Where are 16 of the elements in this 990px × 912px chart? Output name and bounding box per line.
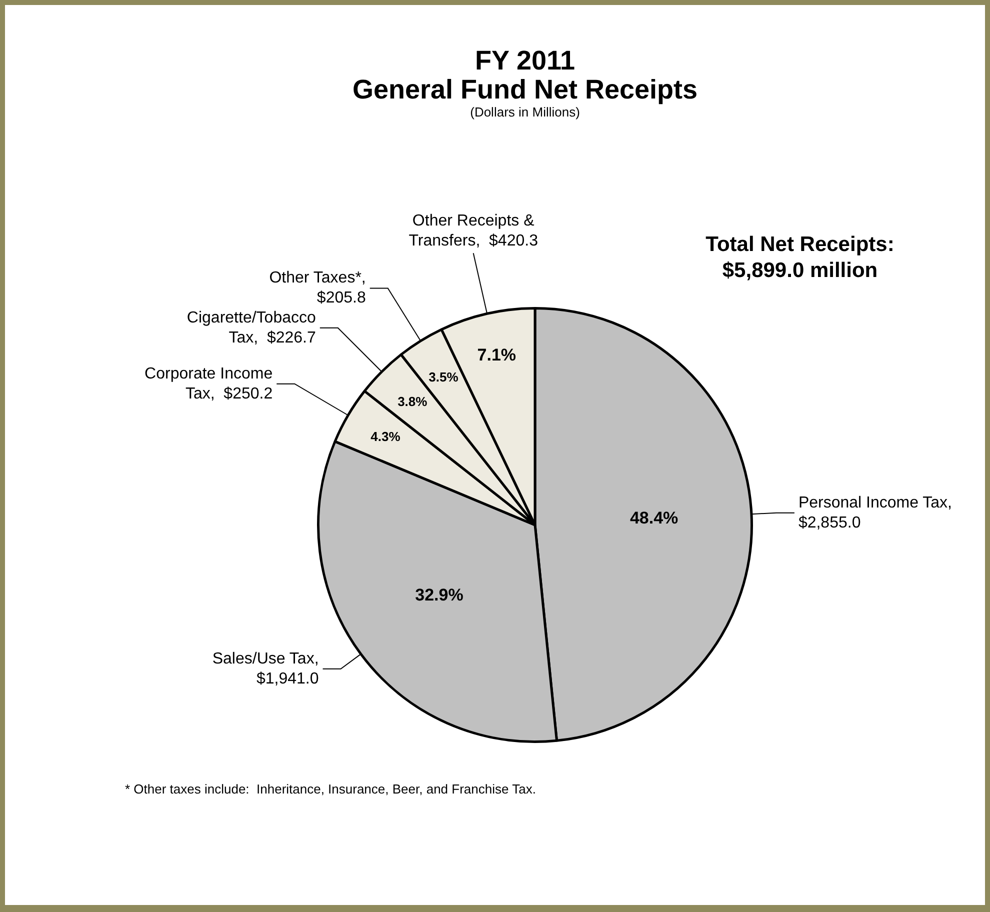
data-label: 3.5% [428,369,459,384]
data-label: 7.1% [477,346,516,365]
chart-subtitle: (Dollars in Millions) [470,104,580,120]
text: Total Net Receipts: $5,899.0 million [706,232,894,282]
slice-label: Corporate Income Tax, $250.2 [144,365,273,402]
slice-label: Other Receipts & Transfers, $420.3 [408,212,538,250]
data-label: 3.8% [398,394,428,409]
slice-label: Other Taxes*, $205.8 [269,270,366,307]
slice-label: Personal Income Tax, $2,855.0 [798,494,952,532]
chart-title: FY 2011 General Fund Net Receipts [352,45,698,104]
slice-label: Sales/Use Tax, $1,941.0 [212,650,319,688]
text: * Other taxes include: Inheritance, Insurance, Beer, and Franchise Tax. [125,782,536,797]
slice-label: Cigarette/Tobacco Tax, $226.7 [186,309,316,346]
data-label: 48.4% [630,508,678,528]
data-label: 32.9% [415,586,464,605]
data-label: 4.3% [370,428,401,444]
